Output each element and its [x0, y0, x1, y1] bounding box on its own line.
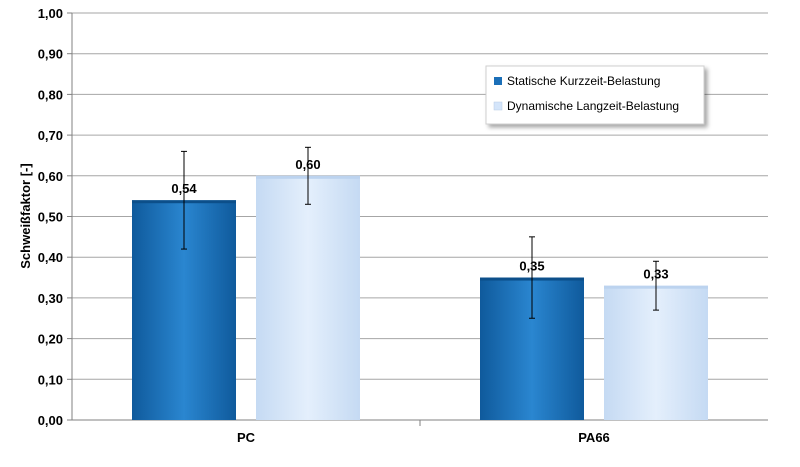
y-tick-label: 0,10	[38, 372, 63, 387]
y-tick-label: 0,00	[38, 413, 63, 428]
y-tick-label: 1,00	[38, 6, 63, 21]
y-tick-label: 0,70	[38, 128, 63, 143]
legend-swatch-static	[494, 77, 502, 85]
y-tick-label: 0,80	[38, 87, 63, 102]
data-label: 0,35	[519, 259, 544, 274]
y-tick-label: 0,40	[38, 250, 63, 265]
x-axis-categories: PC PA66	[237, 420, 610, 445]
y-axis-title: Schweißfaktor [-]	[18, 163, 33, 268]
legend-label-dynamic: Dynamische Langzeit-Belastung	[507, 99, 679, 113]
y-tick-label: 0,60	[38, 169, 63, 184]
data-label: 0,33	[643, 267, 668, 282]
y-axis-ticks: 0,00 0,10 0,20 0,30 0,40 0,50 0,60 0,70 0,80 0,90…	[38, 6, 73, 428]
legend-label-static: Statische Kurzzeit-Belastung	[507, 74, 660, 88]
data-label: 0,54	[171, 181, 197, 196]
error-bars	[181, 146, 659, 319]
x-category-label: PA66	[578, 430, 610, 445]
y-tick-label: 0,90	[38, 47, 63, 62]
x-category-label: PC	[237, 430, 256, 445]
bar	[256, 175, 360, 420]
data-labels: 0,54 0,60 0,35 0,33	[171, 157, 668, 282]
y-tick-label: 0,30	[38, 291, 63, 306]
y-tick-label: 0,50	[38, 210, 63, 225]
y-tick-label: 0,20	[38, 332, 63, 347]
data-label: 0,60	[295, 157, 320, 172]
legend: Statische Kurzzeit-Belastung Dynamische …	[485, 65, 705, 125]
legend-swatch-dynamic	[493, 101, 503, 111]
